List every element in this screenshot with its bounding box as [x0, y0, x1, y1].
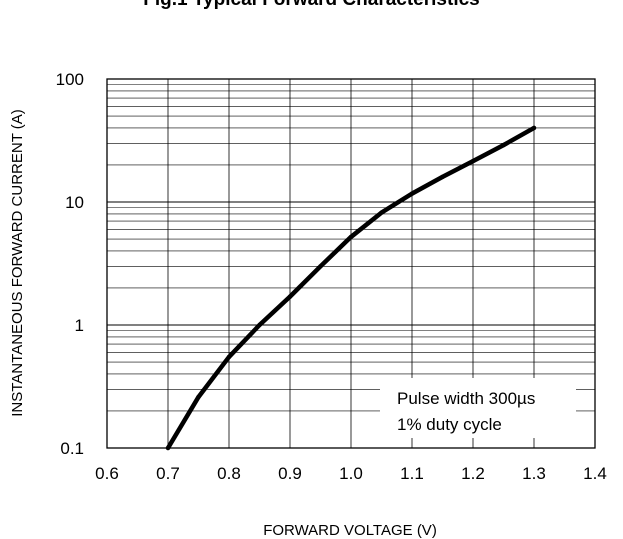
x-tick-label: 0.8 — [217, 464, 241, 483]
legend-box: Pulse width 300µs 1% duty cycle — [380, 378, 576, 438]
x-tick-label: 1.4 — [583, 464, 607, 483]
x-tick-label: 1.3 — [522, 464, 546, 483]
note-pulse-width: Pulse width 300µs — [397, 389, 535, 408]
x-tick-labels: 0.6 0.7 0.8 0.9 1.0 1.1 1.2 1.3 1.4 — [95, 464, 607, 483]
y-tick-label: 1 — [75, 316, 84, 335]
data-point — [318, 264, 323, 269]
legend-background — [380, 378, 576, 438]
data-point — [287, 294, 293, 299]
x-tick-label: 0.9 — [278, 464, 302, 483]
x-tick-label: 1.1 — [400, 464, 424, 483]
data-point — [348, 234, 354, 240]
x-axis-label: FORWARD VOLTAGE (V) — [263, 522, 437, 539]
x-tick-label: 0.6 — [95, 464, 119, 483]
chart-title: Fig.1 Typical Forward Characteristics — [0, 0, 623, 11]
chart-background — [33, 10, 616, 531]
data-point — [226, 354, 232, 360]
plot-frame — [106, 78, 596, 449]
y-axis-label: INSTANTANEOUS FORWARD CURRENT (A) — [9, 109, 26, 417]
data-point — [531, 125, 537, 131]
y-tick-label: 100 — [56, 70, 84, 89]
data-point — [257, 322, 262, 328]
data-point — [501, 142, 506, 148]
y-tick-label: 10 — [65, 193, 84, 212]
x-tick-label: 1.2 — [461, 464, 485, 483]
data-point — [470, 158, 476, 164]
y-tick-labels: 0.1 1 10 100 — [56, 70, 84, 458]
data-point — [409, 191, 415, 196]
y-tick-label: 0.1 — [60, 439, 84, 458]
x-tick-label: 1.0 — [339, 464, 363, 483]
data-point — [196, 394, 201, 400]
data-point — [165, 445, 171, 451]
x-tick-label: 0.7 — [156, 464, 180, 483]
data-point — [440, 174, 445, 180]
note-duty-cycle: 1% duty cycle — [397, 415, 502, 434]
data-points — [165, 125, 537, 451]
data-point — [379, 210, 384, 215]
